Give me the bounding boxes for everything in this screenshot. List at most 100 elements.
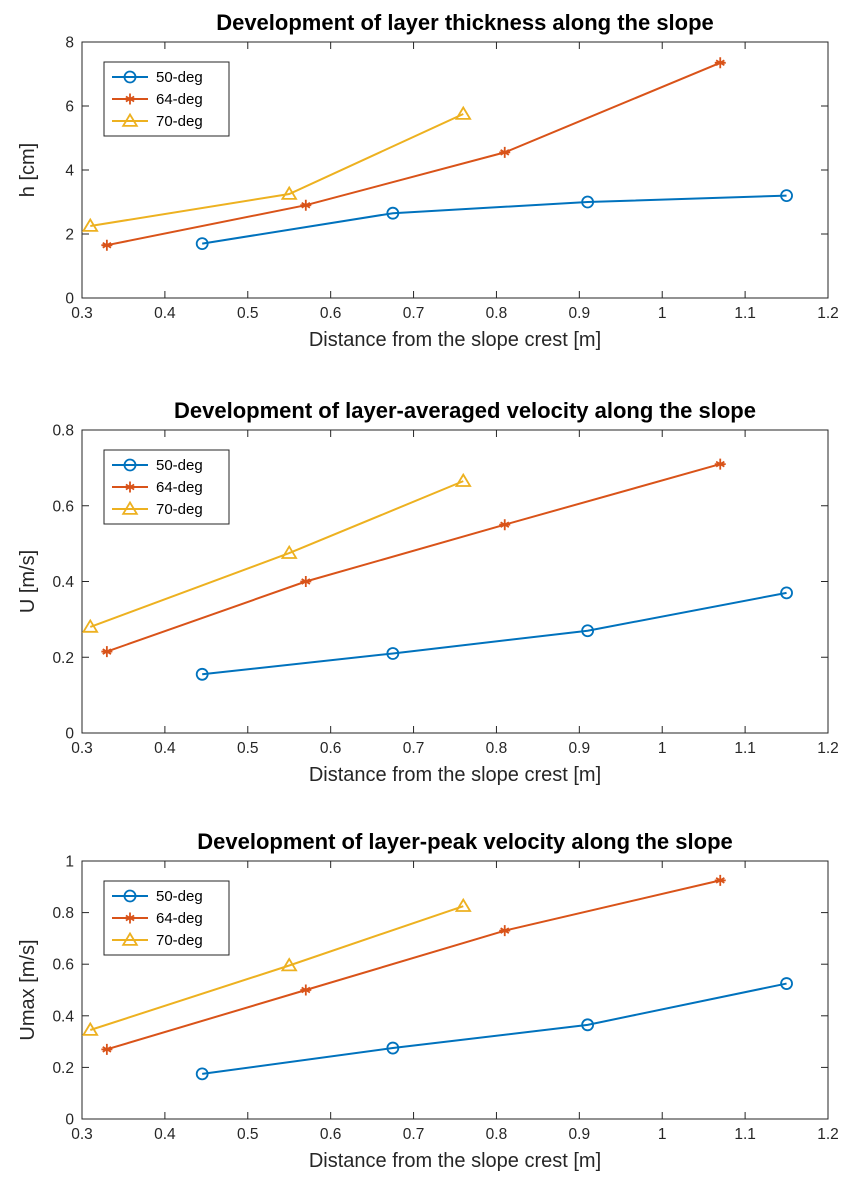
y-tick-label: 0.2 [52,1060,74,1077]
y-axis-label: Umax [m/s] [17,939,39,1040]
x-tick-label: 0.6 [320,740,342,757]
x-tick-label: 1.1 [734,740,756,757]
y-axis-label: U [m/s] [17,550,39,613]
series-70-deg [81,897,472,1036]
data-point [454,472,472,487]
y-tick-label: 0.4 [52,574,74,591]
legend-entry: 64-deg [156,479,203,496]
y-tick-label: 0 [65,291,74,308]
legend-entry: 64-deg [156,910,203,927]
x-tick-label: 1.2 [817,305,839,322]
x-tick-label: 0.3 [71,1126,93,1143]
legend-marker [121,112,139,127]
x-axis-label: Distance from the slope crest [m] [309,329,601,351]
chart-title: Development of layer-peak velocity along… [197,829,733,854]
x-tick-label: 0.3 [71,305,93,322]
x-tick-label: 0.7 [403,305,425,322]
data-point [280,185,298,200]
x-tick-label: 0.5 [237,740,259,757]
data-point [280,544,298,559]
series-line [202,982,787,1075]
y-tick-label: 2 [65,227,74,244]
x-tick-label: 0.8 [486,740,508,757]
x-axis-label: Distance from the slope crest [m] [309,1150,601,1172]
data-point [499,519,511,531]
data-point [714,57,726,69]
data-point [300,984,312,996]
series-70-deg [81,472,472,633]
x-tick-label: 0.5 [237,1126,259,1143]
x-tick-label: 0.9 [569,305,591,322]
series-50-deg [195,189,793,251]
legend: 50-deg 64-deg 70-deg [103,880,230,956]
x-tick-label: 1.2 [817,740,839,757]
legend-marker [124,481,136,493]
legend-marker [124,912,136,924]
y-tick-label: 1 [65,854,74,871]
data-point [81,618,99,633]
x-tick-label: 1.2 [817,1126,839,1143]
x-tick-label: 0.9 [569,1126,591,1143]
legend: 50-deg 64-deg 70-deg [103,449,230,525]
y-tick-label: 0.4 [52,1008,74,1025]
legend-marker [124,93,136,105]
y-tick-label: 0 [65,1112,74,1129]
y-tick-label: 0.6 [52,957,74,974]
series-64-deg [101,874,726,1055]
x-tick-label: 1 [658,305,667,322]
legend-entry: 64-deg [156,91,203,108]
x-tick-label: 0.6 [320,1126,342,1143]
legend-marker [121,500,139,515]
data-point [386,1041,400,1055]
x-tick-label: 0.6 [320,305,342,322]
legend-entry: 70-deg [156,113,203,130]
data-point [780,977,793,990]
x-tick-label: 0.5 [237,305,259,322]
series-line [89,905,464,1031]
legend: 50-deg 64-deg 70-deg [103,61,230,137]
y-tick-label: 0.6 [52,498,74,515]
legend-entry: 50-deg [156,69,203,86]
data-point [581,195,595,209]
y-tick-label: 4 [65,163,74,180]
legend-entry: 50-deg [156,457,203,474]
series-50-deg [195,586,793,681]
x-tick-label: 1 [658,1126,667,1143]
y-tick-label: 6 [65,99,74,116]
y-axis-label: h [cm] [17,143,39,197]
series-line [89,480,464,628]
legend-entry: 70-deg [156,501,203,518]
x-tick-label: 0.4 [154,1126,176,1143]
data-point [714,458,726,470]
x-tick-label: 1.1 [734,305,756,322]
x-tick-label: 0.8 [486,305,508,322]
data-point [300,199,312,211]
y-tick-label: 8 [65,35,74,52]
x-tick-label: 1 [658,740,667,757]
data-point [581,1018,595,1032]
data-point [581,624,595,638]
data-point [81,217,99,232]
data-point [780,189,793,203]
series-70-deg [81,105,472,232]
data-point [386,206,400,220]
series-64-deg [101,458,726,658]
chart-panel-3: Development of layer-peak velocity along… [17,829,839,1172]
data-point [386,647,400,660]
legend-marker [123,889,137,903]
data-point [280,957,298,972]
x-tick-label: 0.7 [403,1126,425,1143]
data-point [499,925,511,937]
data-point [195,667,209,681]
data-point [101,239,113,251]
series-line [202,194,787,245]
series-line [90,113,464,227]
x-tick-label: 1.1 [734,1126,756,1143]
data-point [780,586,793,600]
legend-entry: 70-deg [156,932,203,949]
series-line [106,879,721,1051]
chart-panel-2: Development of layer-averaged velocity a… [17,398,839,786]
x-tick-label: 0.3 [71,740,93,757]
x-tick-label: 0.7 [403,740,425,757]
